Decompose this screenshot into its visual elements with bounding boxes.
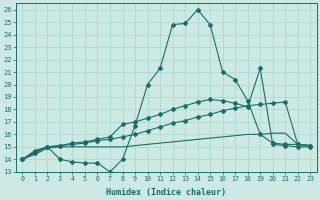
X-axis label: Humidex (Indice chaleur): Humidex (Indice chaleur) [106, 188, 226, 197]
